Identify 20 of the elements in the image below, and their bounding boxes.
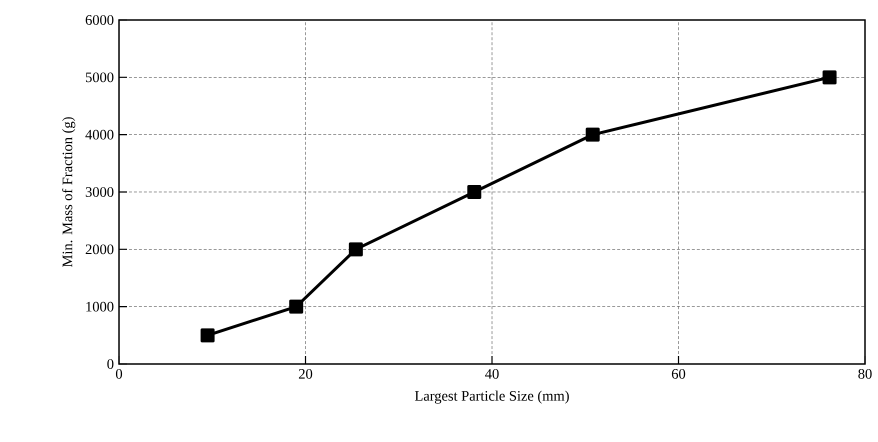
point (467, 184, 482, 199)
x-axis-title: Largest Particle Size (mm) (414, 390, 569, 404)
x-tick-label: 40 (485, 368, 499, 379)
y-axis-title: Min. Mass of Fraction (g) (62, 117, 76, 267)
x-tick-label: 0 (116, 368, 122, 379)
point (822, 70, 837, 84)
y-tick-label: 6000 (86, 15, 114, 25)
y-tick-label: 3000 (86, 187, 114, 197)
y-tick-label: 4000 (85, 130, 114, 140)
y-tick-label: 0 (107, 359, 114, 369)
x-tick-label: 60 (672, 368, 686, 379)
point (200, 328, 215, 342)
x-tick-label: 20 (298, 368, 312, 379)
x-tick-label: 80 (858, 368, 872, 379)
y-tick-label: 1000 (86, 302, 114, 312)
point (289, 300, 304, 314)
point (586, 128, 600, 142)
y-tick-label: 5000 (86, 72, 114, 82)
y-tick-label: 2000 (86, 244, 114, 254)
point (348, 242, 363, 256)
